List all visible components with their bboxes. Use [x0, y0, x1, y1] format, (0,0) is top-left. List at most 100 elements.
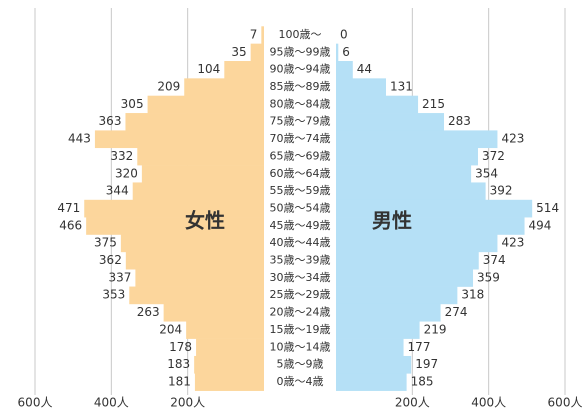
- value-label: 44: [357, 62, 372, 76]
- value-label: 7: [250, 27, 258, 41]
- value-label: 374: [483, 253, 506, 267]
- value-label: 183: [167, 357, 190, 371]
- category-label: 35歳〜39歳: [270, 254, 331, 267]
- bar: [336, 61, 353, 79]
- category-label: 65歳〜69歳: [270, 149, 331, 162]
- bar: [94, 130, 265, 149]
- value-label: 35: [231, 45, 246, 59]
- value-label: 6: [342, 45, 350, 59]
- value-label: 185: [411, 374, 434, 388]
- category-label: 5歳〜9歳: [277, 358, 324, 371]
- category-label: 90歳〜94歳: [270, 63, 331, 76]
- bar: [336, 234, 498, 253]
- category-label: 30歳〜34歳: [270, 271, 331, 284]
- bar: [194, 373, 264, 391]
- bar: [84, 199, 264, 218]
- bar: [336, 165, 472, 183]
- bar: [336, 113, 445, 131]
- bar: [336, 43, 339, 62]
- bar: [336, 130, 498, 149]
- value-label: 423: [501, 132, 524, 146]
- value-label: 274: [445, 305, 468, 319]
- value-label: 392: [490, 184, 513, 198]
- category-label: 25歳〜29歳: [270, 288, 331, 301]
- category-label: 70歳〜74歳: [270, 132, 331, 145]
- value-label: 494: [529, 218, 552, 232]
- value-label: 283: [448, 114, 471, 128]
- bar: [336, 303, 441, 322]
- value-label: 178: [169, 340, 192, 354]
- category-label: 20歳〜24歳: [270, 306, 331, 319]
- bar: [336, 182, 486, 201]
- value-label: 131: [390, 80, 413, 94]
- bar: [250, 43, 264, 62]
- series-name: 男性: [372, 209, 412, 233]
- series-name: 女性: [185, 209, 225, 233]
- bar: [186, 321, 264, 339]
- value-label: 372: [482, 149, 505, 163]
- bar: [336, 286, 458, 305]
- bar: [336, 269, 474, 287]
- bar: [135, 269, 264, 287]
- bar: [132, 182, 264, 201]
- x-tick-label: 600人: [18, 396, 53, 410]
- bar: [125, 113, 264, 131]
- bar: [336, 78, 386, 96]
- value-label: 353: [102, 288, 125, 302]
- x-tick-label: 200人: [170, 396, 205, 410]
- bar: [336, 373, 407, 391]
- value-label: 209: [157, 80, 180, 94]
- bar: [336, 321, 420, 339]
- bar: [137, 147, 264, 166]
- value-label: 318: [461, 288, 484, 302]
- category-label: 55歳〜59歳: [270, 184, 331, 197]
- category-label: 50歳〜54歳: [270, 201, 331, 214]
- category-label: 10歳〜14歳: [270, 340, 331, 353]
- x-tick-label: 400人: [471, 396, 506, 410]
- bar: [184, 78, 264, 96]
- bar: [141, 165, 264, 183]
- value-label: 104: [197, 62, 220, 76]
- bar: [336, 251, 479, 270]
- value-label: 197: [415, 357, 438, 371]
- bar: [194, 355, 264, 374]
- x-tick-label: 200人: [395, 396, 430, 410]
- bar: [147, 95, 264, 114]
- bar: [336, 147, 478, 166]
- value-label: 471: [57, 201, 80, 215]
- bar: [163, 303, 264, 322]
- x-tick-label: 400人: [94, 396, 129, 410]
- category-label: 15歳〜19歳: [270, 323, 331, 336]
- value-label: 332: [110, 149, 133, 163]
- bar: [224, 61, 264, 79]
- value-label: 204: [159, 322, 182, 336]
- value-label: 263: [137, 305, 160, 319]
- category-label: 95歳〜99歳: [270, 45, 331, 58]
- category-label: 75歳〜79歳: [270, 115, 331, 128]
- value-label: 177: [408, 340, 431, 354]
- bar: [336, 217, 525, 235]
- bar: [336, 338, 404, 357]
- bar: [336, 199, 533, 218]
- value-label: 362: [99, 253, 122, 267]
- bar: [120, 234, 264, 253]
- value-label: 354: [475, 166, 498, 180]
- value-label: 344: [106, 184, 129, 198]
- value-label: 219: [424, 322, 447, 336]
- value-label: 514: [536, 201, 559, 215]
- value-label: 359: [477, 270, 500, 284]
- category-label: 45歳〜49歳: [270, 219, 331, 232]
- value-label: 305: [121, 97, 144, 111]
- category-label: 100歳〜: [279, 28, 322, 41]
- category-label: 60歳〜64歳: [270, 167, 331, 180]
- value-label: 375: [94, 236, 117, 250]
- bar: [336, 95, 419, 114]
- bar: [261, 26, 264, 44]
- bar: [196, 338, 264, 357]
- bar: [129, 286, 264, 305]
- bar: [86, 217, 264, 235]
- value-label: 320: [115, 166, 138, 180]
- category-label: 80歳〜84歳: [270, 97, 331, 110]
- value-label: 181: [168, 374, 191, 388]
